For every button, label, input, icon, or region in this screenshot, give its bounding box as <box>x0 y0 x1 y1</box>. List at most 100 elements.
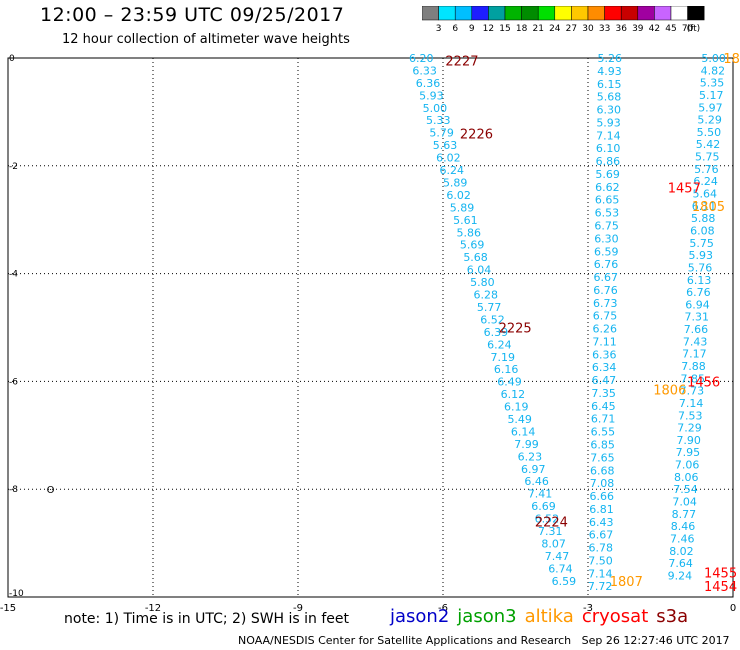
chart-subtitle: 12 hour collection of altimeter wave hei… <box>62 32 350 47</box>
track-a-value: 6.52 <box>480 313 505 326</box>
track-b-value: 6.47 <box>592 374 617 387</box>
colorbar-tick: 36 <box>615 24 627 34</box>
track-a-value: 6.14 <box>511 425 536 438</box>
y-tick-label: 0 <box>9 54 15 64</box>
colorbar-tick: 33 <box>599 24 610 34</box>
track-c-value: 5.97 <box>698 101 723 114</box>
track-b-value: 7.50 <box>588 554 613 567</box>
track-b-value: 6.36 <box>592 348 617 361</box>
track-a-value: 5.69 <box>460 239 485 252</box>
track-a-value: 5.89 <box>443 176 468 189</box>
track-c-value: 5.75 <box>689 237 714 250</box>
track-b-value: 6.68 <box>590 464 615 477</box>
track-c-value: 7.17 <box>682 348 707 361</box>
track-b-value: 5.26 <box>598 52 623 65</box>
track-b-value: 5.68 <box>597 91 622 104</box>
track-b-value: 6.53 <box>595 207 620 220</box>
x-tick-label: -3 <box>583 603 593 614</box>
track-c-value: 5.88 <box>691 212 716 225</box>
plot-frame <box>7 57 734 598</box>
pass-time-label: 1806 <box>653 383 686 398</box>
track-a-value: 5.80 <box>470 276 495 289</box>
track-b-value: 6.67 <box>593 271 618 284</box>
pass-time-label: 1457 <box>668 181 701 196</box>
track-c-value: 7.54 <box>673 483 698 496</box>
satellite-legend-altika: altika <box>524 606 574 627</box>
track-c-value: 7.29 <box>677 422 702 435</box>
track-b-value: 6.30 <box>594 232 619 245</box>
colorbar-tick: 42 <box>649 24 660 34</box>
footer-credit: NOAA/NESDIS Center for Satellite Applica… <box>238 634 730 647</box>
track-b-value: 6.67 <box>589 529 614 542</box>
track-a-value: 6.74 <box>548 562 573 575</box>
track-c-value: 7.04 <box>672 496 697 509</box>
satellite-legend-s3a: s3a <box>656 606 689 627</box>
track-b-value: 7.11 <box>592 335 617 348</box>
x-tick-label: 0 <box>730 603 736 614</box>
track-b-value: 6.65 <box>595 194 620 207</box>
track-c-value: 5.50 <box>697 126 722 139</box>
track-a-value: 6.52 <box>535 513 560 526</box>
pass-time-label: 2226 <box>460 127 493 142</box>
track-a-value: 6.16 <box>494 363 519 376</box>
track-b-value: 6.76 <box>593 284 618 297</box>
track-b-value: 7.35 <box>591 387 616 400</box>
track-a-value: 5.68 <box>463 251 488 264</box>
colorbar-tick: 21 <box>532 24 543 34</box>
track-a-value: 6.28 <box>474 289 499 302</box>
track-b-value: 6.85 <box>590 439 615 452</box>
track-a-value: 6.24 <box>487 338 512 351</box>
track-b-value: 7.14 <box>596 129 621 142</box>
track-c-value: 6.08 <box>690 224 715 237</box>
track-b-value: 6.81 <box>589 503 614 516</box>
track-c-value: 6.76 <box>686 286 711 299</box>
track-c-value: 7.31 <box>685 311 710 324</box>
track-c-value: 7.53 <box>678 409 703 422</box>
track-c-value: 6.13 <box>687 274 712 287</box>
track-a-value: 6.20 <box>409 52 434 65</box>
track-c-value: 7.90 <box>676 434 701 447</box>
track-c-value: 8.46 <box>671 520 696 533</box>
track-a-value: 6.69 <box>531 500 556 513</box>
track-c-value: 8.06 <box>674 471 699 484</box>
colorbar-tick: 12 <box>483 24 494 34</box>
colorbar-tick: 6 <box>452 24 458 34</box>
track-b-value: 4.93 <box>597 65 622 78</box>
track-a-value: 6.59 <box>552 575 577 588</box>
track-c-value: 6.11 <box>692 200 717 213</box>
track-c-value: 5.75 <box>695 151 720 164</box>
satellite-legend-jason2: jason2 <box>390 606 450 627</box>
colorbar-tick: 18 <box>516 24 528 34</box>
y-tick-label: -2 <box>9 162 18 172</box>
track-b-value: 6.75 <box>593 310 618 323</box>
pass-time-label: 1807 <box>610 575 643 590</box>
y-tick-label: -6 <box>9 377 18 387</box>
track-c-value: 5.17 <box>699 89 724 102</box>
track-b-value: 6.71 <box>591 413 616 426</box>
y-tick-label: -4 <box>9 270 18 280</box>
track-a-value: 7.41 <box>528 488 553 501</box>
pass-time-label: 1455 <box>704 567 737 582</box>
track-a-value: 5.49 <box>507 413 532 426</box>
pass-time-label: 1454 <box>704 580 737 595</box>
colorbar-swatch <box>687 6 705 21</box>
track-c-value: 4.82 <box>701 64 726 77</box>
track-a-value: 6.33 <box>412 64 437 77</box>
track-a-value: 6.19 <box>504 401 529 414</box>
track-c-value: 5.35 <box>700 77 725 90</box>
track-b-value: 7.65 <box>590 451 615 464</box>
colorbar-tick: 70 <box>682 24 694 34</box>
track-a-value: 5.86 <box>457 226 482 239</box>
y-tick-label: -8 <box>9 485 18 495</box>
track-b-value: 6.73 <box>593 297 618 310</box>
track-b-value: 6.66 <box>589 490 614 503</box>
colorbar-tick: 24 <box>549 24 561 34</box>
track-c-value: 7.46 <box>670 532 695 545</box>
track-b-value: 6.34 <box>592 361 617 374</box>
track-b-value: 5.93 <box>596 116 621 129</box>
colorbar-unit: (ft) <box>687 24 701 34</box>
track-b-value: 6.30 <box>597 104 622 117</box>
wave-height-chart: -15 -12 -9 -6 -3 00-2-4-6-8-106.206.336.365.9… <box>0 52 740 614</box>
track-b-value: 6.15 <box>597 78 622 91</box>
track-c-value: 5.42 <box>696 138 721 151</box>
